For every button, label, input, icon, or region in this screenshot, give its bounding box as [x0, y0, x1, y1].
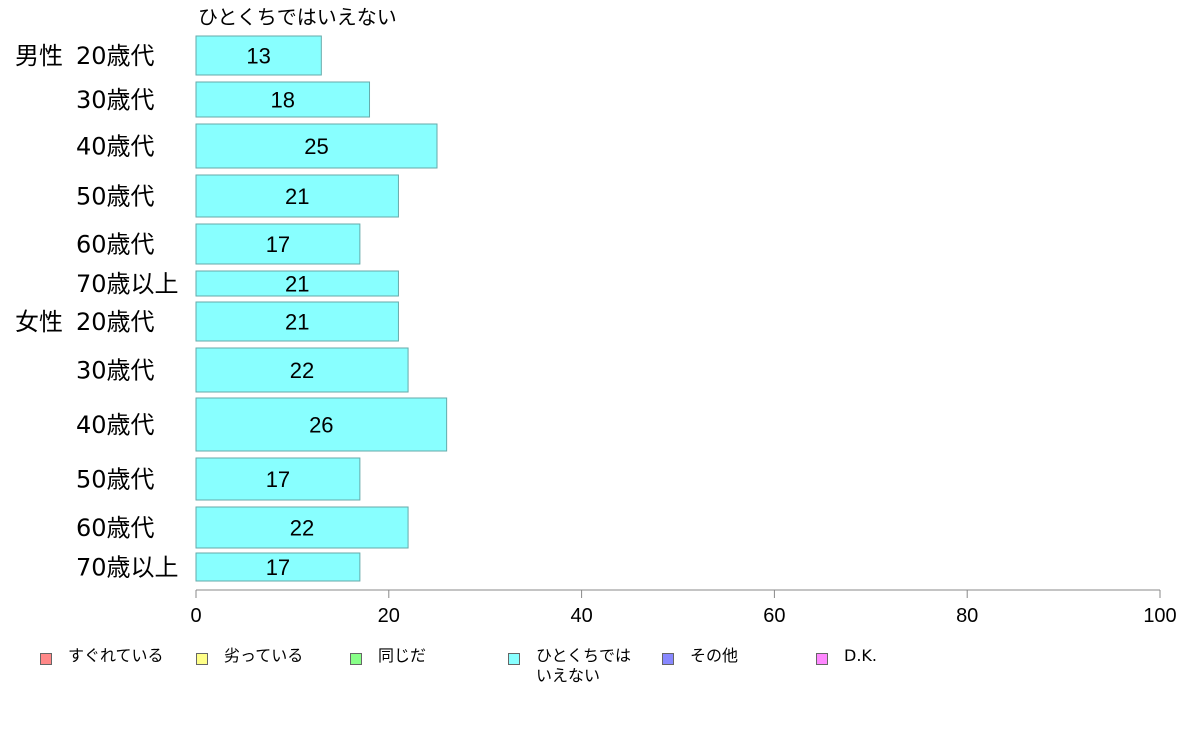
bar: [195, 457, 361, 501]
bar: [195, 506, 409, 549]
legend-label: D.K.: [844, 646, 877, 665]
bar: [195, 270, 399, 297]
bar-value-label: 26: [309, 413, 333, 438]
x-tick-label: 100: [1143, 605, 1176, 627]
legend-label: ひとくちでは いえない: [536, 646, 632, 685]
x-axis: 0 20 40 60 80 100: [190, 589, 1177, 627]
bar-value-label: 21: [285, 310, 309, 335]
bar-value-label: 22: [290, 358, 314, 383]
bar: [195, 123, 438, 169]
x-tick-label: 0: [190, 605, 201, 627]
category-label: 20歳代: [76, 42, 155, 70]
legend-label: すぐれている: [68, 646, 164, 665]
bar: [195, 397, 448, 452]
legend-label: その他: [690, 646, 739, 665]
bars-layer: 男性 20歳代 13 30歳代 18 40歳代 25 50歳代 21 60歳代 17 70歳以上 21 女…: [15, 35, 448, 582]
category-label: 50歳代: [76, 183, 155, 211]
x-tick-label: 60: [763, 605, 785, 627]
bar-value-label: 17: [266, 232, 290, 257]
legend-swatch: [662, 653, 674, 665]
category-label: 30歳代: [76, 357, 155, 385]
bar-value-label: 17: [266, 555, 290, 580]
bar: [195, 552, 361, 582]
group-label-female: 女性: [15, 308, 63, 336]
legend-item: D.K.: [816, 646, 877, 666]
legend-swatch: [816, 653, 828, 665]
bar: [195, 301, 399, 342]
bar-value-label: 25: [304, 134, 328, 159]
legend-item: すぐれている: [40, 646, 164, 666]
legend-swatch: [40, 653, 52, 665]
bar: [195, 223, 361, 265]
bar: [195, 35, 322, 76]
chart-title: ひとくちではいえない: [198, 5, 397, 29]
category-label: 70歳以上: [76, 270, 179, 298]
legend-item: 劣っている: [196, 646, 303, 666]
category-label: 60歳代: [76, 231, 155, 259]
legend-item: ひとくちでは いえない: [508, 646, 631, 686]
category-label: 50歳代: [76, 466, 155, 494]
legend-item: 同じだ: [350, 646, 426, 666]
category-label: 60歳代: [76, 514, 155, 542]
bar-value-label: 18: [271, 88, 295, 113]
x-tick-label: 80: [956, 605, 978, 627]
bar-chart: ひとくちではいえない 男性 20歳代 13 30歳代 18 40歳代 25 50歳代 21 60歳…: [15, 5, 1177, 627]
bar: [195, 81, 371, 118]
bar-value-label: 17: [266, 467, 290, 492]
category-label: 20歳代: [76, 308, 155, 336]
bar-value-label: 21: [285, 184, 309, 209]
category-label: 40歳代: [76, 133, 155, 161]
group-label-male: 男性: [15, 42, 63, 70]
x-tick-label: 40: [570, 605, 592, 627]
bar-value-label: 13: [246, 44, 270, 69]
bar-value-label: 22: [290, 516, 314, 541]
legend-swatch: [350, 653, 362, 665]
legend-label: 劣っている: [224, 646, 304, 665]
legend-label: 同じだ: [378, 646, 427, 665]
category-label: 40歳代: [76, 411, 155, 439]
legend-item: その他: [662, 646, 738, 666]
legend-swatch: [508, 653, 520, 665]
legend-swatch: [196, 653, 208, 665]
bar: [195, 347, 409, 393]
bar: [195, 174, 399, 218]
category-label: 70歳以上: [76, 554, 179, 582]
x-tick-label: 20: [378, 605, 400, 627]
bar-value-label: 21: [285, 272, 309, 297]
category-label: 30歳代: [76, 86, 155, 114]
legend: すぐれている 劣っている 同じだ ひとくちでは いえない その他 D.K.: [0, 646, 1188, 696]
